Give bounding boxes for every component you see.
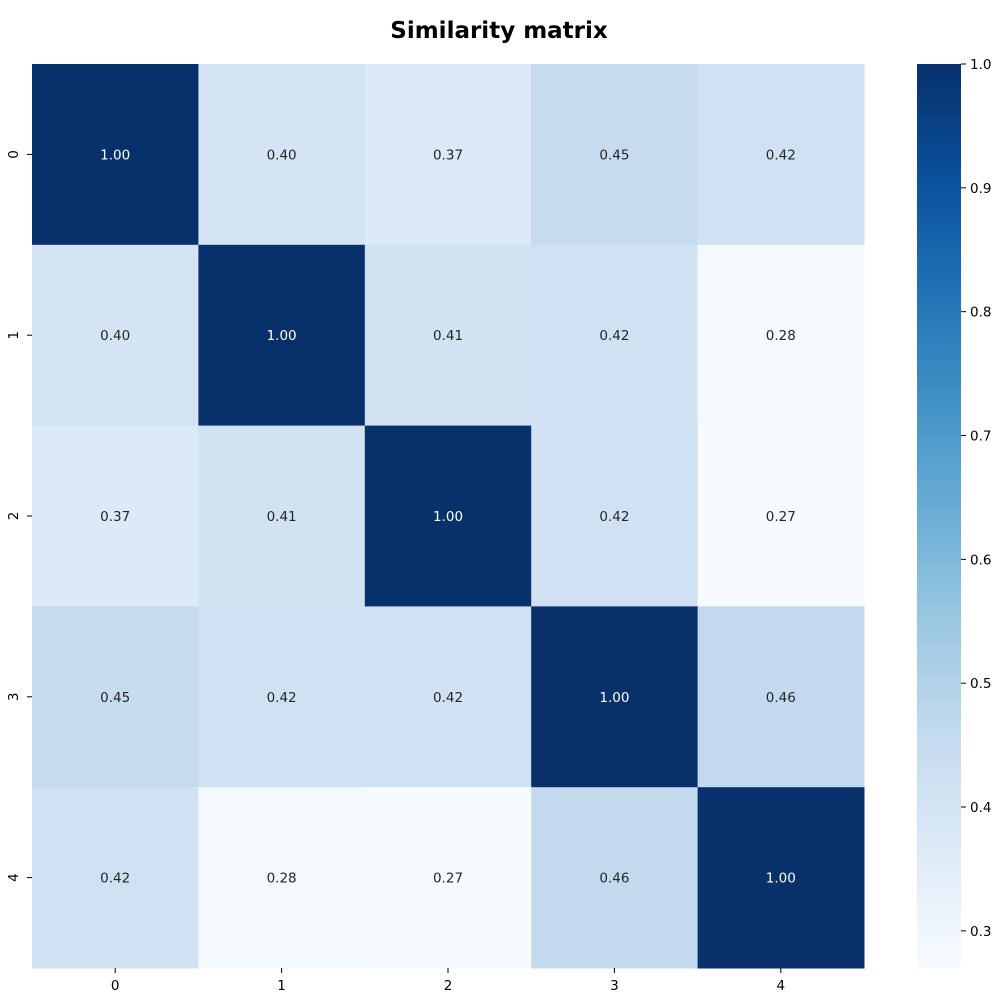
heatmap-cell-r0-c3 xyxy=(531,64,699,246)
cell-value-label-r0-c2: 0.37 xyxy=(433,147,463,163)
cell-value-label-r1-c0: 0.40 xyxy=(100,328,130,344)
cell-value-label-r0-c3: 0.45 xyxy=(599,147,629,163)
cell-value-label-r2-c2: 1.00 xyxy=(433,509,463,525)
x-tick-label-2: 2 xyxy=(444,978,453,994)
heatmap-cell-r3-c4 xyxy=(697,606,865,788)
heatmap-cell-r4-c4 xyxy=(697,787,865,969)
colorbar-tick-label-7: 1.0 xyxy=(970,57,991,73)
heatmap-cell-r0-c0 xyxy=(32,64,199,246)
y-tick-label-4: 4 xyxy=(6,873,22,882)
heatmap-cell-r3-c1 xyxy=(198,606,366,788)
colorbar-gradient xyxy=(917,64,961,968)
x-tick-label-0: 0 xyxy=(111,978,120,994)
cell-value-label-r1-c4: 0.28 xyxy=(766,328,796,344)
heatmap-cell-r2-c4 xyxy=(697,425,865,607)
heatmap-cell-r2-c1 xyxy=(198,425,366,607)
cell-value-label-r1-c1: 1.00 xyxy=(267,328,297,344)
heatmap-cell-r1-c4 xyxy=(697,244,865,427)
cell-value-label-r1-c2: 0.41 xyxy=(433,328,463,344)
cell-value-label-r2-c4: 0.27 xyxy=(766,509,796,525)
heatmap-cell-r3-c2 xyxy=(364,606,532,788)
heatmap-cell-r2-c2 xyxy=(364,425,532,607)
cell-value-label-r1-c3: 0.42 xyxy=(599,328,629,344)
colorbar-tick-label-3: 0.6 xyxy=(970,552,991,568)
cell-value-label-r4-c0: 0.42 xyxy=(100,871,130,887)
cell-value-label-r4-c1: 0.28 xyxy=(267,871,297,887)
heatmap-cells xyxy=(32,64,865,969)
heatmap-cell-r3-c0 xyxy=(32,606,199,788)
cell-value-label-r3-c1: 0.42 xyxy=(267,690,297,706)
y-tick-label-0: 0 xyxy=(6,150,22,159)
colorbar-tick-label-4: 0.7 xyxy=(970,429,991,445)
heatmap-cell-r1-c2 xyxy=(364,244,532,427)
heatmap-cell-r4-c1 xyxy=(198,787,366,969)
heatmap-cell-r4-c2 xyxy=(364,787,532,969)
cell-value-label-r3-c2: 0.42 xyxy=(433,690,463,706)
cell-value-label-r4-c2: 0.27 xyxy=(433,871,463,887)
x-tick-label-3: 3 xyxy=(610,978,619,994)
heatmap-cell-r4-c3 xyxy=(531,787,699,969)
colorbar-tick-label-5: 0.8 xyxy=(970,305,991,321)
heatmap-cell-r0-c4 xyxy=(697,64,865,246)
heatmap-cell-r1-c3 xyxy=(531,244,699,427)
y-tick-label-1: 1 xyxy=(6,331,22,340)
heatmap-cell-r4-c0 xyxy=(32,787,199,969)
cell-value-label-r0-c4: 0.42 xyxy=(766,147,796,163)
cell-value-label-r0-c1: 0.40 xyxy=(267,147,297,163)
colorbar-tick-label-1: 0.4 xyxy=(970,800,991,816)
heatmap-cell-r3-c3 xyxy=(531,606,699,788)
x-tick-label-4: 4 xyxy=(777,978,786,994)
heatmap-cell-labels: 1.00 0.40 0.37 0.45 0.42 0.40 1.00 0.41 0.42 0.28… xyxy=(100,147,796,886)
x-axis: 0 1 2 3 4 xyxy=(111,968,785,994)
heatmap-cell-r0-c1 xyxy=(198,64,366,246)
heatmap-cell-r1-c1 xyxy=(198,244,366,427)
cell-value-label-r2-c3: 0.42 xyxy=(599,509,629,525)
cell-value-label-r4-c4: 1.00 xyxy=(766,871,796,887)
heatmap-cell-r2-c0 xyxy=(32,425,199,607)
cell-value-label-r0-c0: 1.00 xyxy=(100,147,130,163)
heatmap-cell-r0-c2 xyxy=(364,64,532,246)
colorbar-tick-label-2: 0.5 xyxy=(970,676,991,692)
x-tick-label-1: 1 xyxy=(277,978,286,994)
colorbar: 0.3 0.4 0.5 0.6 0.7 0.8 0.9 1.0 xyxy=(917,57,991,968)
cell-value-label-r3-c0: 0.45 xyxy=(100,690,130,706)
cell-value-label-r3-c4: 0.46 xyxy=(766,690,796,706)
y-axis: 0 1 2 3 4 xyxy=(6,150,32,882)
cell-value-label-r2-c1: 0.41 xyxy=(267,509,297,525)
colorbar-tick-label-6: 0.9 xyxy=(970,181,991,197)
chart-title: Similarity matrix xyxy=(390,18,608,44)
y-tick-label-2: 2 xyxy=(6,512,22,521)
y-tick-label-3: 3 xyxy=(6,693,22,702)
colorbar-tick-label-0: 0.3 xyxy=(970,924,991,940)
cell-value-label-r4-c3: 0.46 xyxy=(599,871,629,887)
heatmap-cell-r2-c3 xyxy=(531,425,699,607)
cell-value-label-r3-c3: 1.00 xyxy=(599,690,629,706)
cell-value-label-r2-c0: 0.37 xyxy=(100,509,130,525)
heatmap-cell-r1-c0 xyxy=(32,244,199,427)
